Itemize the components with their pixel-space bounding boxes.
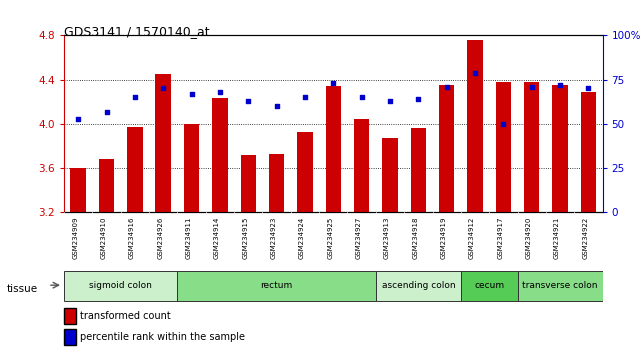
Text: GSM234911: GSM234911 (186, 217, 192, 259)
Bar (439, 85, 454, 212)
Text: GSM234916: GSM234916 (129, 217, 135, 259)
Bar (553, 85, 568, 212)
Point (187, 91, 197, 97)
Bar (156, 74, 171, 212)
Text: GSM234910: GSM234910 (101, 217, 106, 259)
Bar (326, 86, 341, 212)
Text: cecum: cecum (474, 281, 504, 290)
Bar (524, 82, 540, 212)
Point (243, 98, 253, 104)
Point (442, 84, 452, 90)
Text: GSM234909: GSM234909 (72, 217, 78, 259)
Text: GSM234915: GSM234915 (242, 217, 248, 259)
Bar (461, 271, 517, 301)
Bar (297, 132, 313, 212)
Text: GSM234926: GSM234926 (157, 217, 163, 259)
Point (215, 89, 225, 95)
Text: GSM234920: GSM234920 (526, 217, 531, 259)
Point (356, 95, 367, 100)
Text: tissue: tissue (6, 284, 38, 293)
Text: GDS3141 / 1570140_at: GDS3141 / 1570140_at (64, 25, 210, 38)
Text: GSM234917: GSM234917 (497, 217, 503, 259)
Text: GSM234914: GSM234914 (214, 217, 220, 259)
Point (158, 86, 169, 91)
Text: GSM234919: GSM234919 (440, 217, 447, 259)
Point (413, 96, 424, 102)
Text: rectum: rectum (260, 281, 293, 290)
Text: GSM234924: GSM234924 (299, 217, 305, 259)
Text: transformed count: transformed count (80, 311, 171, 321)
Point (526, 84, 537, 90)
Text: ascending colon: ascending colon (381, 281, 455, 290)
Point (101, 109, 112, 114)
Bar (212, 98, 228, 212)
Text: GSM234913: GSM234913 (384, 217, 390, 259)
Bar (64, 271, 178, 301)
Bar (178, 271, 376, 301)
Bar (240, 155, 256, 212)
Point (498, 121, 508, 127)
Bar (99, 159, 114, 212)
Point (555, 82, 565, 88)
Text: GSM234918: GSM234918 (412, 217, 419, 259)
Bar (71, 168, 86, 212)
Point (328, 80, 338, 86)
Text: transverse colon: transverse colon (522, 281, 598, 290)
Point (130, 95, 140, 100)
Bar (184, 124, 199, 212)
Text: GSM234925: GSM234925 (328, 217, 333, 259)
Bar (354, 119, 369, 212)
Bar (382, 138, 398, 212)
Bar (467, 40, 483, 212)
Text: percentile rank within the sample: percentile rank within the sample (80, 332, 245, 342)
Point (385, 98, 395, 104)
Bar (517, 271, 603, 301)
Text: GSM234923: GSM234923 (271, 217, 277, 259)
Text: GSM234927: GSM234927 (356, 217, 362, 259)
Bar (410, 128, 426, 212)
Text: GSM234922: GSM234922 (583, 217, 588, 259)
Text: sigmoid colon: sigmoid colon (89, 281, 152, 290)
Text: GSM234921: GSM234921 (554, 217, 560, 259)
Bar (127, 127, 143, 212)
Point (272, 103, 282, 109)
Point (73, 116, 83, 121)
Point (583, 86, 594, 91)
Bar (269, 154, 285, 212)
Bar (581, 92, 596, 212)
Point (300, 95, 310, 100)
Point (470, 70, 480, 75)
Text: GSM234912: GSM234912 (469, 217, 475, 259)
Bar (495, 82, 511, 212)
Bar (376, 271, 461, 301)
